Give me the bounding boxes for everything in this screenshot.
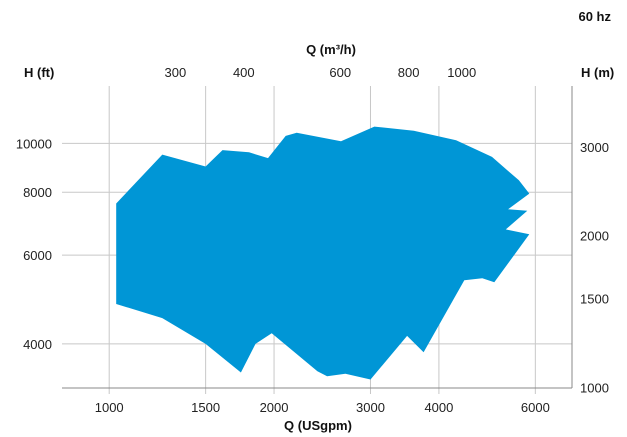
x-tick-label-bottom: 1000: [95, 400, 124, 415]
corner-label: 60 hz: [578, 9, 611, 24]
x-tick-label-top: 800: [398, 65, 420, 80]
x-axis-top-title: Q (m³/h): [306, 42, 356, 57]
y-tick-label-left: 4000: [23, 337, 52, 352]
x-axis-bottom-title: Q (USgpm): [284, 418, 352, 433]
y-tick-label-right: 1500: [580, 292, 609, 307]
x-tick-label-top: 300: [165, 65, 187, 80]
x-tick-label-top: 1000: [447, 65, 476, 80]
x-tick-label-top: 400: [233, 65, 255, 80]
x-tick-label-bottom: 1500: [191, 400, 220, 415]
y-axis-left-title: H (ft): [24, 65, 54, 80]
y-axis-right-title: H (m): [581, 65, 614, 80]
x-tick-label-bottom: 2000: [260, 400, 289, 415]
axes-layer: [62, 86, 573, 389]
y-tick-label-left: 8000: [23, 185, 52, 200]
x-tick-label-bottom: 6000: [521, 400, 550, 415]
x-tick-label-bottom: 3000: [356, 400, 385, 415]
y-tick-label-right: 1000: [580, 380, 609, 395]
y-tick-label-right: 2000: [580, 229, 609, 244]
x-tick-label-top: 600: [329, 65, 351, 80]
y-tick-label-left: 10000: [16, 136, 52, 151]
performance-envelope: [116, 126, 530, 380]
y-tick-label-left: 6000: [23, 248, 52, 263]
tick-labels: 1000 1500 2000 3000 4000 6000 300 400 600 800 1000…: [16, 65, 609, 415]
x-tick-label-bottom: 4000: [424, 400, 453, 415]
y-tick-label-right: 3000: [580, 140, 609, 155]
